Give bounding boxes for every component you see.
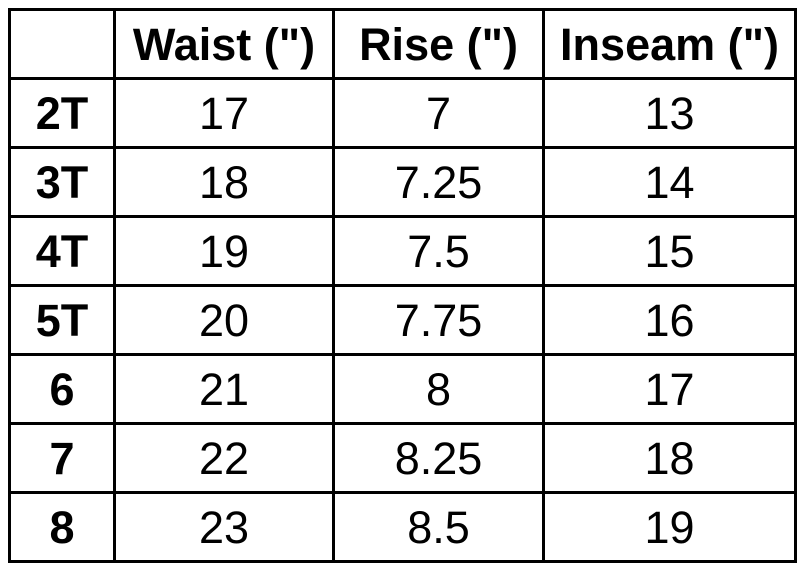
table-row: 8 23 8.5 19	[8, 491, 797, 563]
cell-value: 19	[113, 215, 335, 287]
corner-header-cell	[8, 8, 116, 80]
cell-value: 17	[113, 77, 335, 149]
row-label: 8	[8, 491, 116, 563]
cell-value: 22	[113, 422, 335, 494]
size-chart-table: Waist (") Rise (") Inseam (") 2T 17 7 13 3T 1…	[8, 8, 797, 563]
cell-value: 14	[542, 146, 797, 218]
header-row: Waist (") Rise (") Inseam (")	[8, 8, 797, 80]
cell-value: 7	[332, 77, 545, 149]
cell-value: 18	[113, 146, 335, 218]
table-body: 2T 17 7 13 3T 18 7.25 14 4T 19 7.5 15 5T 20 7.75 16 6 21 8…	[8, 77, 797, 563]
cell-value: 8	[332, 353, 545, 425]
row-label: 6	[8, 353, 116, 425]
table-row: 6 21 8 17	[8, 353, 797, 425]
column-header-waist: Waist (")	[113, 8, 335, 80]
row-label: 4T	[8, 215, 116, 287]
row-label: 7	[8, 422, 116, 494]
row-label: 3T	[8, 146, 116, 218]
row-label: 5T	[8, 284, 116, 356]
column-header-inseam: Inseam (")	[542, 8, 797, 80]
cell-value: 7.75	[332, 284, 545, 356]
cell-value: 7.25	[332, 146, 545, 218]
table-row: 3T 18 7.25 14	[8, 146, 797, 218]
table-row: 7 22 8.25 18	[8, 422, 797, 494]
cell-value: 19	[542, 491, 797, 563]
cell-value: 21	[113, 353, 335, 425]
cell-value: 8.25	[332, 422, 545, 494]
cell-value: 16	[542, 284, 797, 356]
cell-value: 8.5	[332, 491, 545, 563]
cell-value: 18	[542, 422, 797, 494]
cell-value: 13	[542, 77, 797, 149]
table-row: 5T 20 7.75 16	[8, 284, 797, 356]
cell-value: 20	[113, 284, 335, 356]
cell-value: 23	[113, 491, 335, 563]
table-row: 4T 19 7.5 15	[8, 215, 797, 287]
cell-value: 17	[542, 353, 797, 425]
column-header-rise: Rise (")	[332, 8, 545, 80]
table-row: 2T 17 7 13	[8, 77, 797, 149]
cell-value: 7.5	[332, 215, 545, 287]
row-label: 2T	[8, 77, 116, 149]
cell-value: 15	[542, 215, 797, 287]
